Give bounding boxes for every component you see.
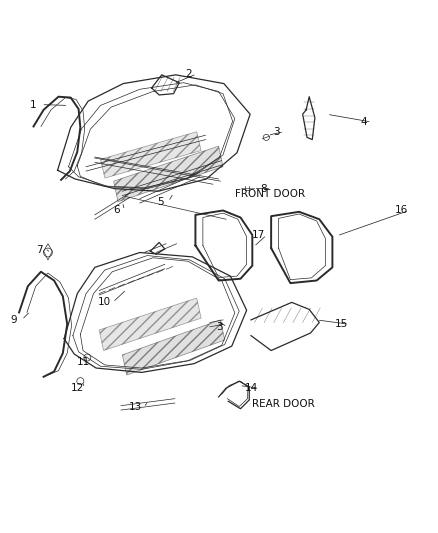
Text: 2: 2	[185, 69, 192, 79]
Text: 9: 9	[11, 315, 17, 325]
Text: 3: 3	[215, 322, 223, 332]
Polygon shape	[99, 298, 201, 351]
Polygon shape	[113, 146, 223, 201]
Polygon shape	[100, 132, 201, 178]
Text: 12: 12	[71, 383, 84, 393]
Text: 17: 17	[252, 230, 265, 240]
Text: 1: 1	[30, 100, 37, 110]
Text: 13: 13	[129, 402, 142, 413]
Text: 7: 7	[36, 245, 42, 255]
Text: 8: 8	[259, 183, 266, 193]
Text: 5: 5	[157, 197, 163, 207]
Text: 14: 14	[244, 383, 257, 393]
Text: 15: 15	[334, 319, 347, 329]
Text: 16: 16	[394, 206, 407, 215]
Text: 6: 6	[113, 206, 120, 215]
Text: 4: 4	[360, 117, 367, 127]
Text: FRONT DOOR: FRONT DOOR	[234, 189, 304, 199]
Text: 3: 3	[272, 127, 279, 137]
Polygon shape	[122, 320, 224, 375]
Text: 10: 10	[98, 297, 111, 308]
Text: REAR DOOR: REAR DOOR	[251, 399, 314, 409]
Text: 11: 11	[76, 357, 89, 367]
